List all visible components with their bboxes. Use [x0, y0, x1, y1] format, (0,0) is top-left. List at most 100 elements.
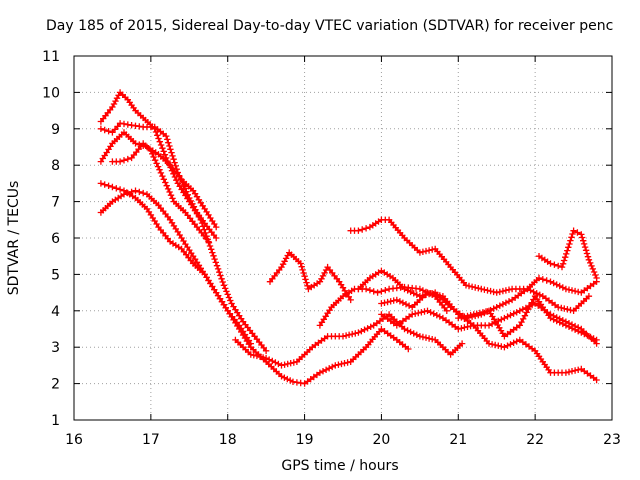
data-point	[458, 325, 465, 332]
data-point	[401, 285, 408, 293]
data-point	[381, 299, 388, 306]
data-point	[166, 142, 173, 150]
data-point	[492, 341, 499, 349]
data-point	[335, 361, 342, 368]
data-point	[120, 191, 128, 198]
series-s7	[232, 311, 466, 369]
data-point	[161, 151, 169, 158]
data-point	[168, 149, 175, 156]
x-axis-label: GPS time / hours	[281, 458, 398, 474]
data-point	[553, 317, 560, 325]
data-point	[593, 376, 600, 384]
data-point	[568, 368, 576, 375]
data-point	[155, 135, 162, 142]
data-point	[347, 296, 354, 304]
series-s13	[378, 307, 600, 384]
data-point	[167, 146, 174, 153]
data-point	[163, 182, 170, 189]
data-point	[427, 290, 434, 297]
data-point	[475, 285, 482, 292]
data-point	[567, 306, 574, 314]
data-point	[416, 249, 424, 256]
data-point	[364, 325, 371, 332]
data-point	[219, 278, 226, 286]
series-s10	[347, 216, 600, 296]
data-point	[565, 368, 573, 376]
x-tick-label: 16	[65, 432, 83, 448]
data-point	[281, 374, 288, 381]
data-point	[584, 332, 591, 339]
data-point	[352, 330, 359, 337]
data-point	[583, 250, 591, 257]
y-tick-label: 4	[51, 304, 60, 320]
y-axis-label: SDTVAR / TECUs	[6, 181, 22, 296]
data-point	[501, 344, 508, 351]
data-point	[183, 188, 190, 195]
data-point	[567, 237, 574, 244]
data-point	[536, 291, 543, 298]
data-point	[575, 288, 582, 296]
data-point	[341, 360, 348, 367]
grid	[74, 56, 612, 420]
data-point	[427, 309, 434, 316]
data-point	[556, 282, 563, 290]
series-group	[97, 89, 600, 387]
data-point	[302, 276, 309, 283]
data-point	[170, 156, 177, 163]
data-point	[213, 223, 220, 231]
data-point	[287, 360, 294, 367]
data-point	[580, 240, 588, 248]
data-point	[278, 373, 285, 380]
series-line	[100, 182, 252, 345]
data-point	[530, 288, 537, 296]
data-point	[159, 172, 166, 180]
data-point	[590, 335, 597, 342]
series-line	[350, 219, 598, 294]
data-point	[458, 314, 465, 321]
data-point	[421, 308, 428, 315]
data-point	[476, 309, 483, 317]
series-s4	[109, 140, 212, 245]
data-point	[495, 342, 502, 349]
data-point	[220, 282, 228, 289]
data-point	[505, 298, 513, 305]
data-point	[478, 285, 485, 293]
data-point	[490, 305, 497, 312]
data-point	[209, 249, 216, 256]
data-point	[213, 234, 220, 242]
data-point	[266, 356, 273, 363]
data-point	[410, 330, 417, 337]
data-point	[589, 265, 596, 273]
data-point	[419, 248, 427, 255]
data-point	[217, 272, 224, 279]
data-point	[484, 287, 491, 294]
data-point	[382, 287, 389, 294]
data-point	[344, 359, 351, 366]
data-point	[367, 323, 374, 330]
data-point	[425, 247, 433, 254]
data-point	[547, 260, 554, 267]
data-point	[355, 227, 362, 234]
data-point	[569, 230, 576, 238]
x-tick-label: 20	[373, 432, 391, 448]
data-point	[510, 339, 517, 346]
data-point	[156, 166, 163, 173]
data-point	[470, 311, 477, 318]
data-point	[521, 312, 529, 319]
data-point	[216, 269, 223, 276]
data-point	[566, 240, 573, 248]
data-point	[211, 255, 218, 263]
data-point	[571, 367, 579, 374]
data-point	[501, 314, 508, 322]
data-point	[455, 314, 462, 322]
data-point	[562, 322, 570, 329]
data-point	[169, 152, 176, 160]
data-point	[422, 334, 430, 341]
data-point	[259, 354, 267, 361]
y-tick-label: 9	[51, 122, 60, 138]
data-point	[496, 302, 503, 309]
data-point	[559, 284, 566, 291]
data-point	[362, 225, 370, 232]
data-point	[166, 188, 173, 196]
